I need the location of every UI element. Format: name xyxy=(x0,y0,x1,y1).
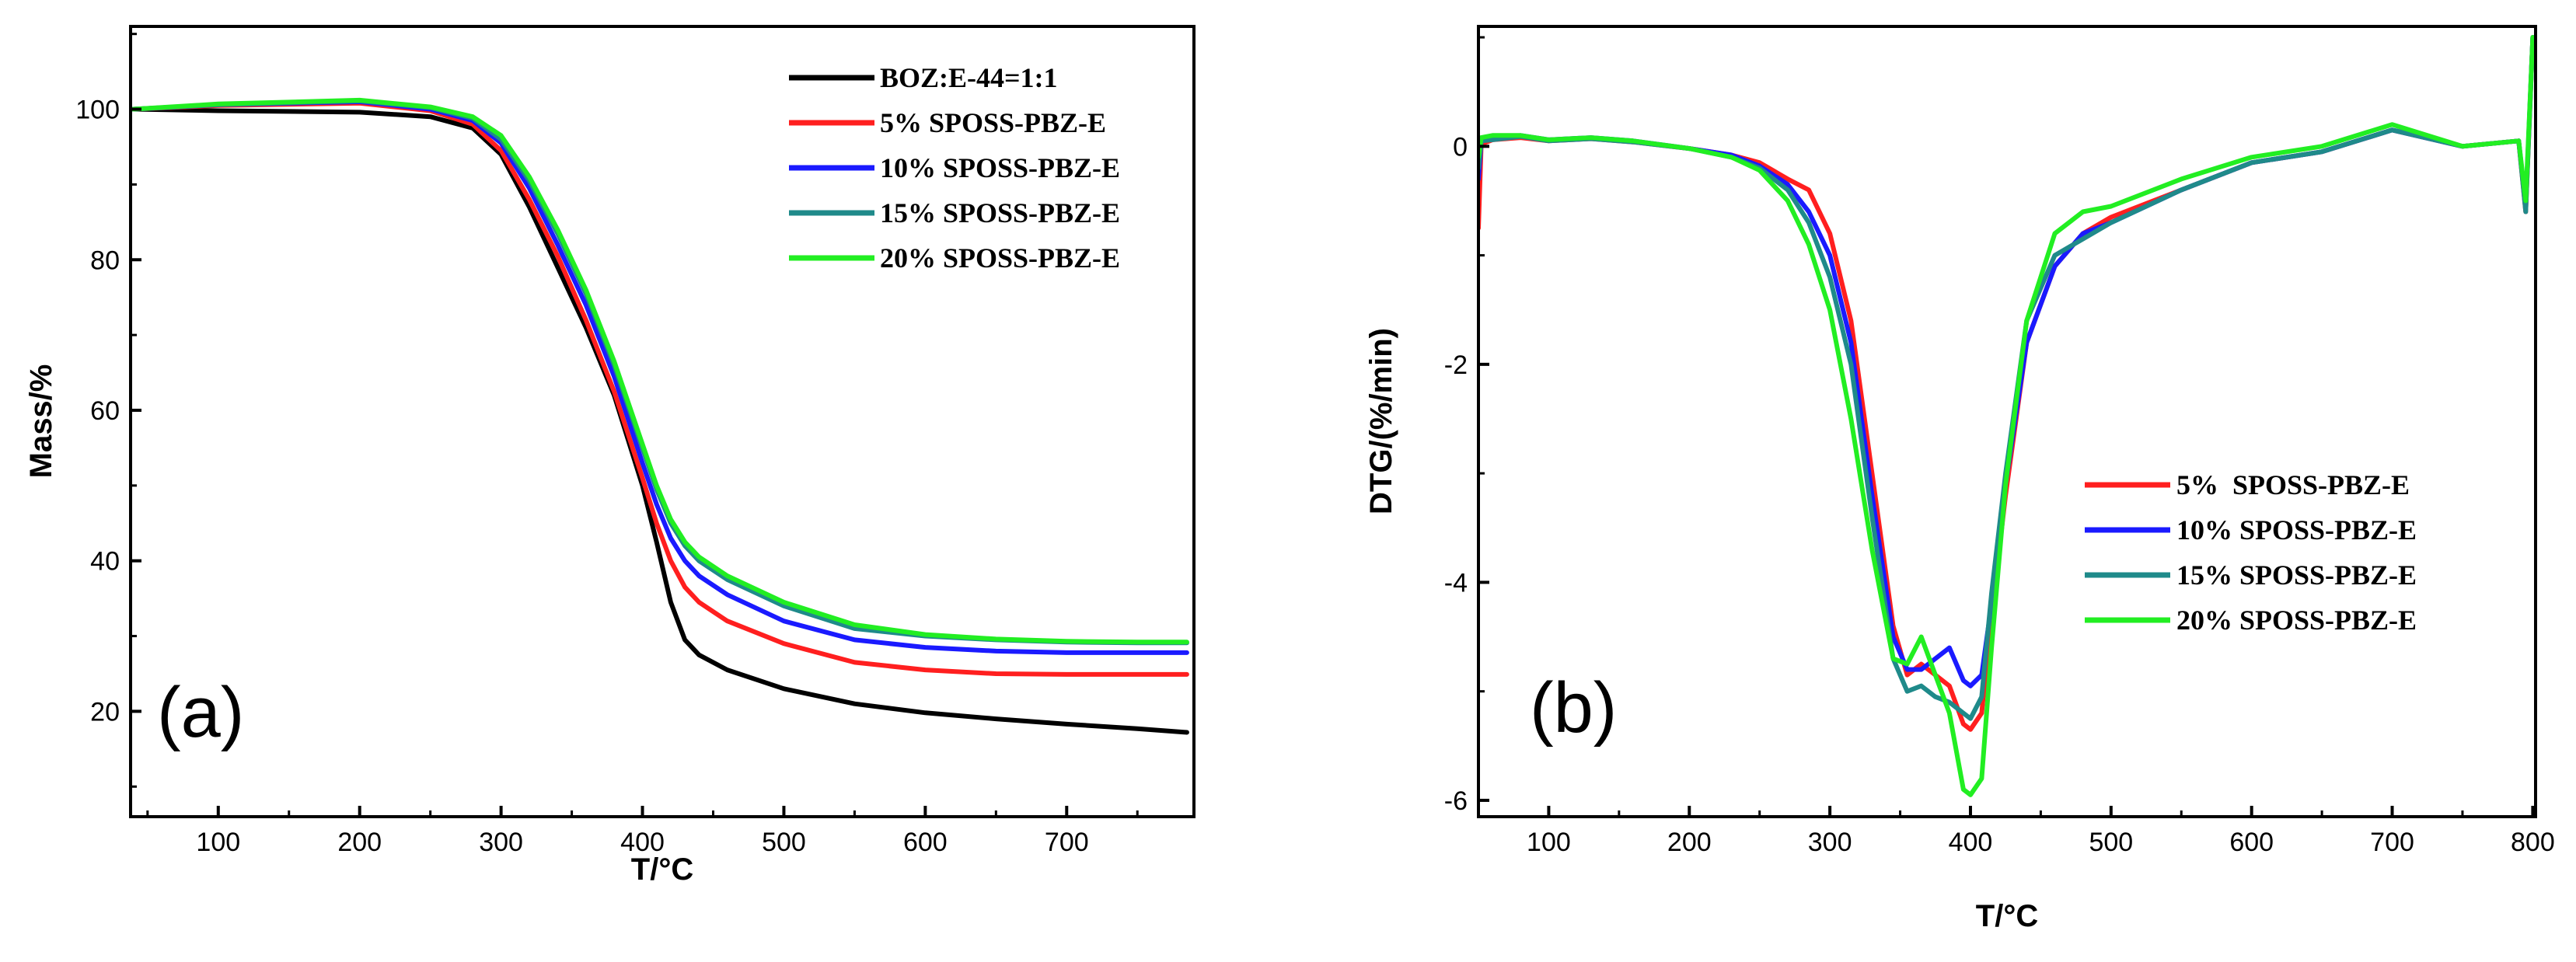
panel-a-x-tick-label: 600 xyxy=(903,828,948,857)
panel-a-series-line-3 xyxy=(131,99,1189,655)
panel-a-series-group xyxy=(131,97,1189,735)
panel-b-y-ticks: -6 -4 -2 0 xyxy=(1444,36,1489,816)
panel-b-x-tick-label: 500 xyxy=(2089,828,2133,857)
panel-b-legend-label-4: 20% SPOSS-PBZ-E xyxy=(2176,605,2417,636)
panel-a-y-axis-label: Mass/% xyxy=(24,364,58,479)
panel-a-legend-label-3: 10% SPOSS-PBZ-E xyxy=(880,152,1120,183)
panel-a-x-tick-label: 100 xyxy=(196,828,240,857)
panel-b-label: (b) xyxy=(1530,668,1617,748)
panel-b-x-tick-label: 600 xyxy=(2229,828,2274,857)
panel-a-x-ticks: 100 200 300 400 500 600 700 xyxy=(146,806,1139,857)
panel-a-y-tick-label: 60 xyxy=(90,396,120,426)
panel-b-y-tick-label: 0 xyxy=(1453,132,1468,162)
panel-a-plot-frame xyxy=(129,25,1196,818)
panel-b-y-tick-label: -4 xyxy=(1444,568,1468,598)
panel-b-legend-label-2: 10% SPOSS-PBZ-E xyxy=(2176,514,2417,545)
panel-a-legend-label-4: 15% SPOSS-PBZ-E xyxy=(880,197,1120,228)
panel-a-legend: BOZ:E-44=1:1 5% SPOSS-PBZ-E 10% SPOSS-PBZ-… xyxy=(789,62,1120,274)
panel-b-x-tick-label: 200 xyxy=(1667,828,1712,857)
panel-b-legend-label-3: 15% SPOSS-PBZ-E xyxy=(2176,559,2417,591)
panel-b-y-axis-label: DTG/(%/min) xyxy=(1364,328,1398,514)
panel-a-x-tick-label: 500 xyxy=(762,828,806,857)
panel-b-x-tick-label: 300 xyxy=(1808,828,1852,857)
panel-a-x-axis-label: T/°C xyxy=(631,852,693,887)
panel-a-y-tick-label: 100 xyxy=(75,96,120,125)
panel-b-x-axis-label: T/°C xyxy=(1976,899,2038,933)
panel-b-dtg-chart: 100 200 300 400 500 600 700 800 -6 -4 -2 0 5% SPOS… xyxy=(1364,25,2555,933)
panel-a-series-line-2 xyxy=(131,100,1189,677)
panel-b-series-line-4 xyxy=(1478,35,2536,797)
panel-a-series-line-5 xyxy=(131,97,1189,645)
panel-a-legend-label-1: BOZ:E-44=1:1 xyxy=(880,62,1058,93)
panel-b-x-tick-label: 400 xyxy=(1949,828,1993,857)
panel-b-y-tick-label: -2 xyxy=(1444,350,1468,380)
panel-b-x-tick-label: 700 xyxy=(2370,828,2414,857)
panel-b-legend: 5% SPOSS-PBZ-E 10% SPOSS-PBZ-E 15% SPOSS-P… xyxy=(2085,469,2417,636)
panel-a-legend-label-2: 5% SPOSS-PBZ-E xyxy=(880,107,1106,138)
panel-a-y-tick-label: 80 xyxy=(90,246,120,275)
panel-b-y-tick-label: -6 xyxy=(1444,786,1468,816)
panel-a-y-ticks: 20 40 60 80 100 xyxy=(75,33,141,788)
panel-a-y-tick-label: 20 xyxy=(90,697,120,727)
panel-a-label: (a) xyxy=(157,673,244,752)
panel-a-y-tick-label: 40 xyxy=(90,547,120,577)
panel-b-x-tick-label: 100 xyxy=(1527,828,1571,857)
panel-b-x-tick-label: 800 xyxy=(2511,828,2555,857)
panel-b-series-group xyxy=(1478,35,2536,797)
panel-a-x-tick-label: 700 xyxy=(1045,828,1089,857)
panel-b-plot-frame xyxy=(1477,25,2537,818)
panel-a-legend-label-5: 20% SPOSS-PBZ-E xyxy=(880,242,1120,274)
panel-a-x-tick-label: 400 xyxy=(620,828,665,857)
panel-b-x-ticks: 100 200 300 400 500 600 700 800 xyxy=(1477,806,2555,857)
panel-a-series-line-1 xyxy=(131,106,1189,735)
panel-a-x-tick-label: 200 xyxy=(337,828,382,857)
panel-a-x-tick-label: 300 xyxy=(479,828,523,857)
panel-a-mass-chart: 100 200 300 400 500 600 700 20 40 60 80 100 BOZ:E-… xyxy=(24,25,1196,887)
panel-b-legend-label-1: 5% SPOSS-PBZ-E xyxy=(2176,469,2410,500)
